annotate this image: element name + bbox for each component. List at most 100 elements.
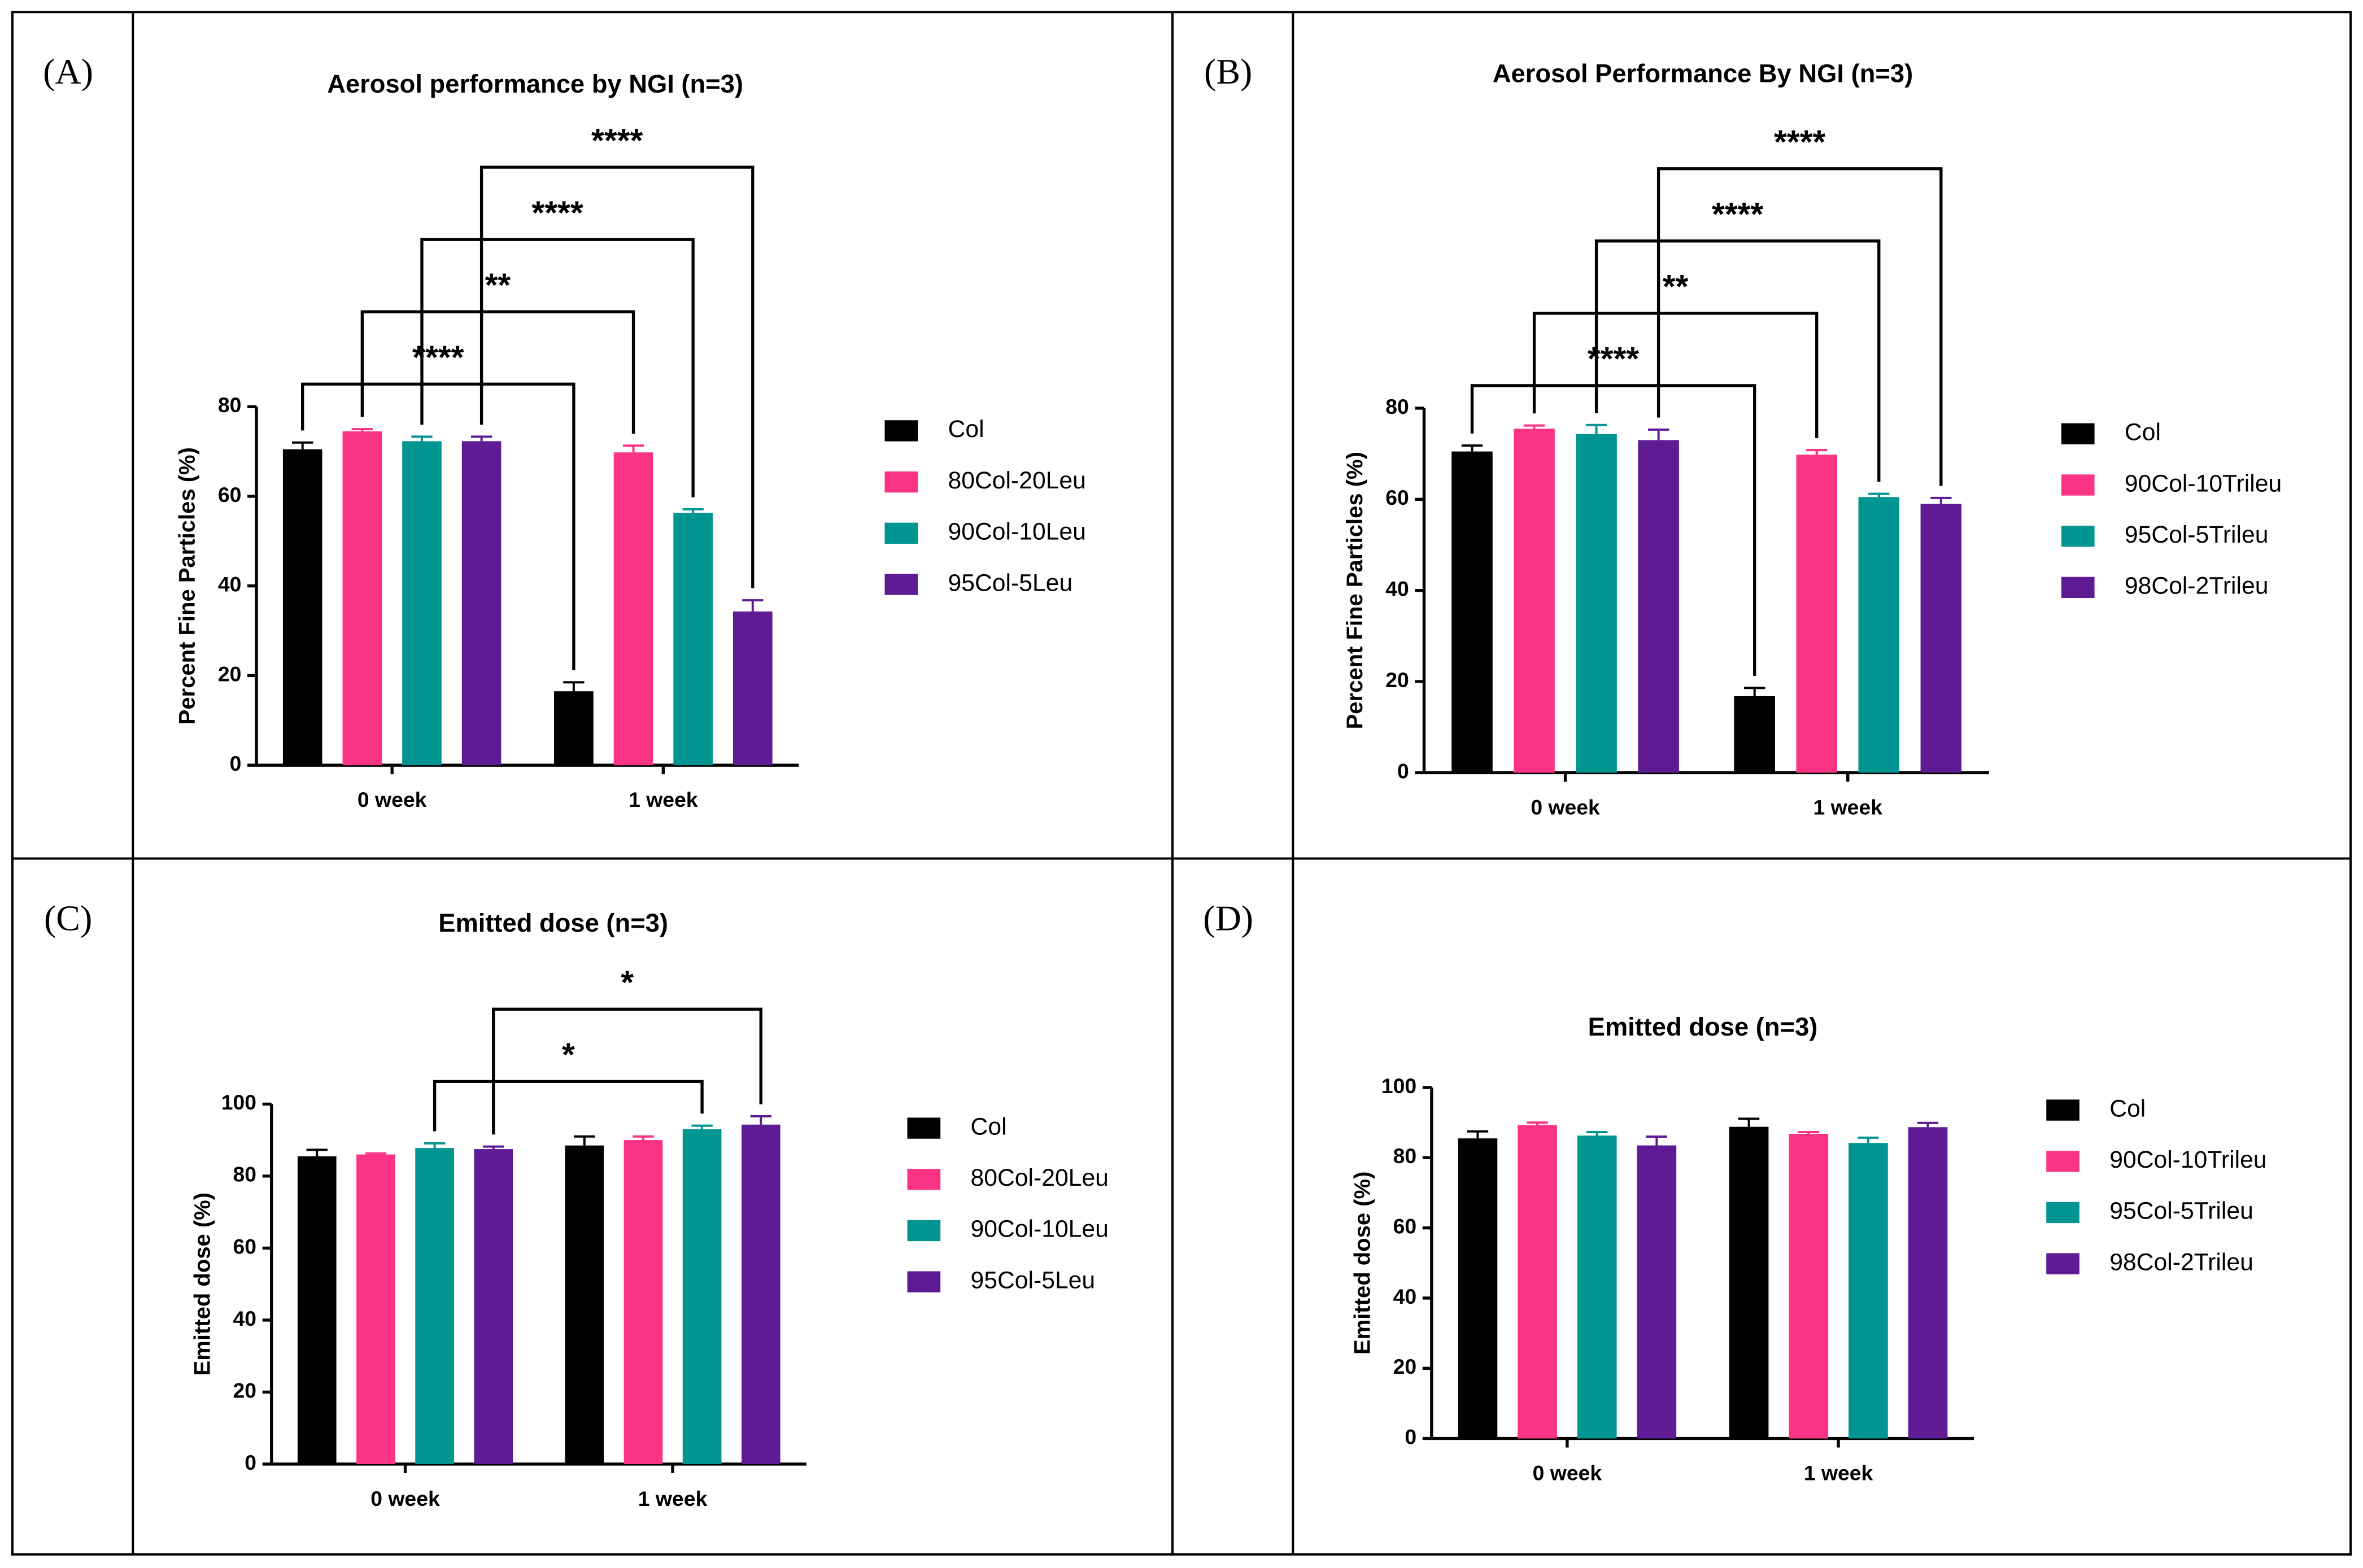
y-tick-label: 100 bbox=[1381, 1074, 1416, 1098]
legend-swatch bbox=[2061, 423, 2095, 444]
y-tick-label: 80 bbox=[233, 1163, 257, 1186]
bar bbox=[1858, 497, 1900, 773]
significance-label: **** bbox=[531, 195, 583, 232]
bar bbox=[356, 1154, 395, 1464]
legend-label: 95Col-5Trileu bbox=[2109, 1198, 2253, 1225]
y-axis-label: Emitted dose (%) bbox=[190, 1193, 215, 1375]
legend-swatch bbox=[2046, 1253, 2079, 1274]
bar bbox=[741, 1124, 781, 1464]
y-tick-label: 40 bbox=[1385, 577, 1409, 601]
legend-swatch bbox=[884, 574, 918, 595]
chart-title: Aerosol performance by NGI (n=3) bbox=[327, 69, 743, 98]
y-axis-label: Percent Fine Particles (%) bbox=[1342, 452, 1367, 729]
significance-label: **** bbox=[1774, 124, 1825, 161]
legend-label: 98Col-2Trileu bbox=[2125, 573, 2269, 600]
y-tick-label: 40 bbox=[218, 573, 242, 596]
significance-bracket bbox=[1470, 384, 1756, 676]
bar bbox=[282, 449, 322, 766]
significance-label: **** bbox=[591, 123, 643, 159]
significance-label: ** bbox=[485, 267, 511, 304]
y-tick-label: 0 bbox=[230, 752, 242, 775]
x-tick-label: 1 week bbox=[638, 1487, 708, 1510]
y-tick-label: 40 bbox=[1393, 1285, 1417, 1308]
legend-label: 98Col-2Trileu bbox=[2109, 1248, 2253, 1276]
legend-label: 95Col-5Leu bbox=[971, 1266, 1096, 1294]
x-tick-label: 0 week bbox=[370, 1487, 440, 1510]
bar bbox=[1789, 1134, 1829, 1439]
bar bbox=[474, 1149, 513, 1464]
significance-bracket bbox=[301, 382, 576, 670]
panel-label: (D) bbox=[1203, 898, 1253, 938]
legend-swatch bbox=[2061, 576, 2095, 599]
bar bbox=[402, 441, 442, 766]
legend-swatch bbox=[907, 1220, 941, 1242]
legend-label: 95Col-5Leu bbox=[948, 569, 1073, 596]
bar bbox=[1637, 1145, 1677, 1439]
legend-swatch bbox=[907, 1169, 941, 1190]
x-tick-label: 1 week bbox=[1804, 1461, 1873, 1484]
bar bbox=[733, 611, 773, 766]
y-tick-label: 20 bbox=[233, 1378, 257, 1402]
bar bbox=[1638, 440, 1679, 773]
bar bbox=[297, 1156, 337, 1464]
legend-swatch bbox=[2061, 474, 2095, 496]
chart-title: Emitted dose (n=3) bbox=[1588, 1012, 1818, 1041]
y-tick-label: 80 bbox=[1385, 395, 1409, 418]
panel-label: (A) bbox=[43, 51, 93, 91]
legend-label: 90Col-10Leu bbox=[948, 518, 1086, 545]
x-tick-label: 0 week bbox=[1533, 1461, 1602, 1484]
significance-label: **** bbox=[412, 339, 464, 376]
bar bbox=[673, 513, 713, 766]
significance-bracket bbox=[360, 310, 635, 434]
panel-label: (B) bbox=[1204, 51, 1252, 91]
legend-swatch bbox=[2061, 526, 2095, 547]
legend-label: 90Col-10Trileu bbox=[2109, 1146, 2266, 1173]
y-tick-label: 80 bbox=[218, 393, 242, 417]
significance-label: **** bbox=[1712, 196, 1763, 233]
y-tick-label: 60 bbox=[218, 483, 242, 506]
legend-label: 95Col-5Trileu bbox=[2125, 521, 2269, 548]
legend-label: 90Col-10Trileu bbox=[2125, 470, 2282, 497]
x-tick-label: 1 week bbox=[629, 788, 698, 811]
legend-label: Col bbox=[2109, 1095, 2146, 1122]
bar bbox=[1518, 1125, 1557, 1439]
bar bbox=[342, 431, 382, 766]
bar bbox=[1796, 455, 1838, 773]
bar bbox=[1729, 1126, 1769, 1439]
bar bbox=[1734, 696, 1775, 773]
y-tick-label: 0 bbox=[1405, 1425, 1416, 1448]
legend-swatch bbox=[884, 522, 918, 544]
bar bbox=[1451, 451, 1493, 773]
significance-bracket bbox=[492, 1007, 762, 1135]
chart-title: Aerosol Performance By NGI (n=3) bbox=[1493, 59, 1913, 88]
legend-label: Col bbox=[971, 1113, 1007, 1140]
bar bbox=[624, 1140, 663, 1464]
bar bbox=[1576, 434, 1617, 773]
bar bbox=[1577, 1135, 1617, 1439]
y-tick-label: 60 bbox=[1393, 1215, 1417, 1238]
y-tick-label: 20 bbox=[1393, 1355, 1417, 1378]
bar bbox=[682, 1129, 722, 1464]
significance-bracket bbox=[433, 1080, 704, 1132]
legend-label: 80Col-20Leu bbox=[948, 467, 1086, 494]
legend-label: Col bbox=[2125, 419, 2161, 446]
legend-label: 80Col-20Leu bbox=[971, 1164, 1109, 1191]
panel-frame bbox=[11, 11, 2352, 1556]
significance-bracket bbox=[1656, 167, 1943, 486]
legend-swatch bbox=[2046, 1202, 2079, 1224]
bar bbox=[415, 1148, 454, 1464]
x-tick-label: 1 week bbox=[1813, 795, 1883, 819]
legend-swatch bbox=[884, 420, 918, 442]
legend-swatch bbox=[907, 1117, 941, 1139]
bar bbox=[1458, 1138, 1498, 1439]
y-tick-label: 0 bbox=[1397, 759, 1409, 783]
bar bbox=[461, 441, 502, 766]
legend-swatch bbox=[907, 1271, 941, 1292]
significance-label: ** bbox=[1663, 269, 1689, 305]
legend-swatch bbox=[2046, 1099, 2079, 1121]
y-axis-label: Percent Fine Particles (%) bbox=[175, 447, 200, 724]
significance-label: * bbox=[621, 964, 634, 1001]
x-tick-label: 0 week bbox=[1531, 795, 1600, 819]
